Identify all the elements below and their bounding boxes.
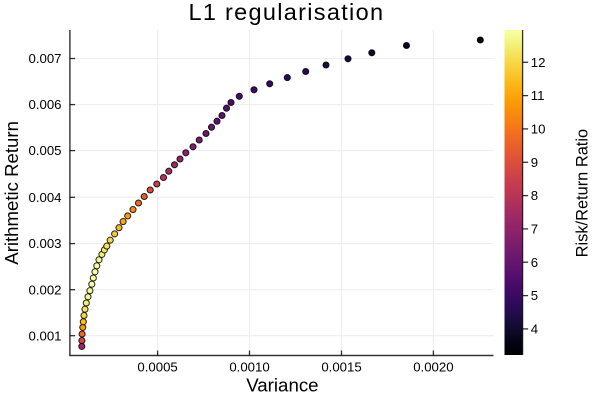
svg-text:0.0020: 0.0020 [413,359,453,374]
svg-text:0.004: 0.004 [28,190,61,205]
svg-text:11: 11 [531,88,545,103]
svg-text:L1 regularisation: L1 regularisation [188,0,384,25]
svg-text:Risk/Return Ratio: Risk/Return Ratio [573,129,591,257]
svg-text:10: 10 [531,122,546,137]
svg-text:0.002: 0.002 [28,282,61,297]
svg-text:0.0010: 0.0010 [229,359,269,374]
svg-text:0.0015: 0.0015 [321,359,361,374]
svg-text:0.0005: 0.0005 [137,359,177,374]
svg-text:6: 6 [531,255,538,270]
svg-text:0.001: 0.001 [28,328,61,343]
svg-text:0.003: 0.003 [28,236,61,251]
svg-text:0.005: 0.005 [28,143,61,158]
svg-text:0.007: 0.007 [28,51,61,66]
svg-text:5: 5 [531,288,538,303]
svg-text:0.006: 0.006 [28,97,61,112]
svg-text:12: 12 [531,55,546,70]
svg-text:7: 7 [531,222,538,237]
svg-text:8: 8 [531,188,538,203]
svg-text:4: 4 [531,322,538,337]
svg-text:Arithmetic Return: Arithmetic Return [1,121,22,265]
svg-text:Variance: Variance [246,375,318,396]
svg-text:9: 9 [531,155,538,170]
